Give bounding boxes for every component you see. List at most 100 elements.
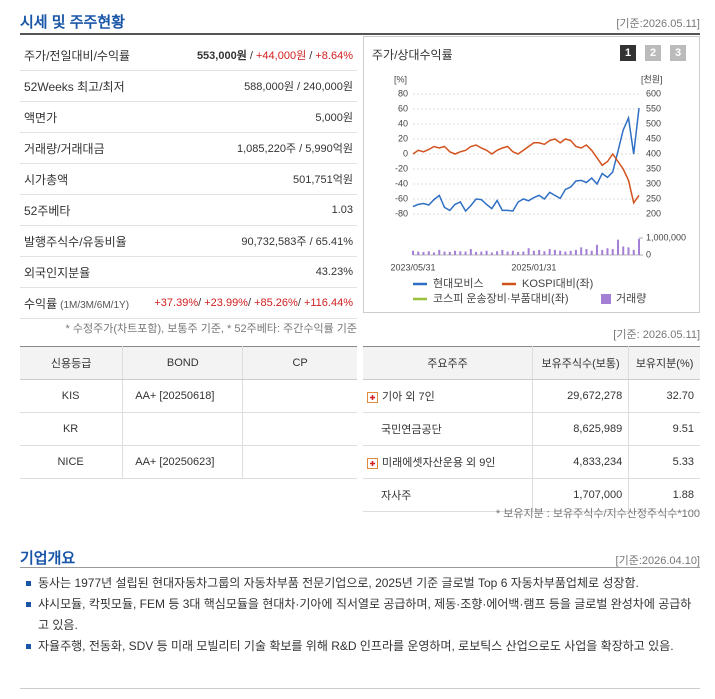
header-cell: CP: [242, 346, 357, 380]
header-cell: 주요주주: [363, 346, 533, 380]
volume-bar: [527, 248, 530, 255]
row-label: 52주베타: [20, 202, 70, 219]
row-value: 5,000원: [315, 109, 357, 125]
pct-cell: 32.70: [628, 379, 700, 413]
label-text: 주가/전일대비/수익률: [24, 48, 131, 63]
row-value: 501,751억원: [293, 171, 357, 187]
volume-bar: [490, 252, 493, 255]
volume-bar: [522, 251, 525, 255]
y-tick-label: -40: [395, 178, 408, 188]
row-value: 1,085,220주 / 5,990억원: [237, 140, 357, 156]
table-cell: KR: [20, 412, 124, 446]
row-label: 발행주식수/유동비율: [20, 233, 127, 250]
value-text: /: [297, 297, 304, 309]
value-text: +23.99%: [204, 297, 248, 309]
value-text: 43.23%: [315, 266, 353, 278]
volume-bar: [454, 250, 457, 255]
label-text: 52Weeks 최고/최저: [24, 79, 125, 94]
label-text: 52주베타: [24, 203, 71, 218]
legend-label: 현대모비스: [433, 277, 484, 290]
table-cell: [242, 379, 357, 413]
volume-bar: [627, 247, 630, 255]
value-text: +116.44%: [303, 297, 353, 309]
note: * 수정주가(차트포함), 보통주 기준, * 52주베타: 주간수익률 기준: [65, 323, 357, 335]
volume-bar: [611, 249, 614, 255]
chart: [%] [천원]806040200-20-40-60-80600550500450…: [390, 74, 686, 305]
overview-list: 동사는 1977년 설립된 현대자동차그룹의 자동차부품 전문기업으로, 202…: [20, 573, 700, 657]
volume-bar: [606, 248, 609, 255]
value-text: 1.03: [331, 204, 353, 216]
volume-bar: [538, 249, 541, 255]
table-row: KIS AA+ [20250618]: [20, 379, 357, 413]
value-text: +8.64%: [315, 50, 353, 62]
value-text: 1,085,220주 / 5,990억원: [237, 143, 353, 155]
series-line: [412, 138, 640, 205]
holder-name: 기아 외 7인: [382, 391, 435, 403]
y-tick-label: -20: [395, 163, 408, 173]
table-row: 시가총액 501,751억원: [20, 164, 357, 195]
label-text: 수익률: [24, 296, 58, 311]
volume-tick-label: 0: [646, 249, 651, 259]
table-row: 수익률 (1M/3M/6M/1Y) +37.39%/ +23.99%/ +85.26…: [20, 288, 357, 319]
x-tick-label: 2023/05/31: [390, 262, 435, 272]
row-label: 주가/전일대비/수익률: [20, 47, 130, 64]
row-value: 43.23%: [316, 266, 357, 278]
volume-bar: [517, 251, 520, 255]
overview-item: 샤시모듈, 칵핏모듈, FEM 등 3대 핵심모듈을 현대차·기아에 직서열로 …: [20, 594, 700, 636]
holder-cell: 국민연금공단: [363, 412, 533, 446]
value-text: +37.39%: [154, 297, 199, 309]
table-row: 외국인지분율 43.23%: [20, 257, 357, 288]
table-row: 액면가 5,000원: [20, 102, 357, 133]
row-value: 553,000원 / +44,000원 / +8.64%: [197, 47, 357, 63]
table-row: 미래에셋자산운용 외 9인 4,833,234 5.33: [363, 445, 700, 479]
y-tick-label: 0: [403, 148, 408, 158]
y2-tick-label: 200: [646, 208, 661, 218]
chart-tab[interactable]: 2: [645, 45, 661, 61]
chart-tab[interactable]: 1: [620, 45, 636, 61]
shares-cell: 1,707,000: [532, 478, 630, 512]
expand-icon[interactable]: [367, 457, 378, 469]
volume-bar: [553, 249, 556, 255]
row-label: 액면가: [20, 109, 57, 126]
volume-bar: [501, 249, 504, 255]
volume-bar: [475, 251, 478, 255]
volume-bar: [496, 251, 499, 255]
price-table: 주가/전일대비/수익률 553,000원 / +44,000원 / +8.64% 5…: [20, 40, 357, 320]
axis-unit: [%]: [394, 74, 407, 84]
table-row: 발행주식수/유동비율 90,732,583주 / 65.41%: [20, 226, 357, 257]
chart-tab[interactable]: 3: [670, 45, 686, 61]
table-cell: [242, 445, 357, 479]
row-value: 1.03: [332, 204, 357, 216]
label-sub: (1M/3M/6M/1Y): [60, 299, 130, 311]
volume-bar: [548, 249, 551, 255]
volume-bar: [632, 249, 635, 255]
header-row: 주요주주 보유주식수(보통) 보유지분(%): [363, 346, 700, 380]
table-row: 자사주 1,707,000 1.88: [363, 478, 700, 512]
header-cell: BOND: [122, 346, 244, 380]
volume-bar: [464, 251, 467, 255]
y2-tick-label: 250: [646, 193, 661, 203]
label-text: 거래량/거래대금: [24, 141, 105, 156]
table-row: NICE AA+ [20250623]: [20, 445, 357, 479]
date: [기준:2026.05.11]: [616, 18, 700, 30]
x-tick-label: 2025/01/31: [511, 262, 556, 272]
table-row: 52Weeks 최고/최저 588,000원 / 240,000원: [20, 71, 357, 102]
legend-label: 코스피 운송장비·부품대비(좌): [433, 292, 569, 305]
volume-bar: [590, 250, 593, 255]
row-label: 52Weeks 최고/최저: [20, 78, 125, 95]
table-cell: AA+ [20250618]: [122, 379, 244, 413]
legend-swatch: [601, 294, 611, 304]
table-cell: [122, 412, 244, 446]
value-text: 90,732,583주 / 65.41%: [241, 236, 353, 248]
shares-cell: 8,625,989: [532, 412, 630, 446]
volume-bar: [448, 251, 451, 255]
volume-bar: [422, 251, 425, 255]
label-text: 발행주식수/유동비율: [24, 234, 127, 249]
table-cell: [242, 412, 357, 446]
section-title: 시세 및 주주현황: [20, 14, 125, 31]
divider: [20, 33, 700, 35]
legend-label: KOSPI대비(좌): [522, 277, 593, 290]
expand-icon[interactable]: [367, 391, 378, 403]
legend-label: 거래량: [616, 292, 646, 305]
